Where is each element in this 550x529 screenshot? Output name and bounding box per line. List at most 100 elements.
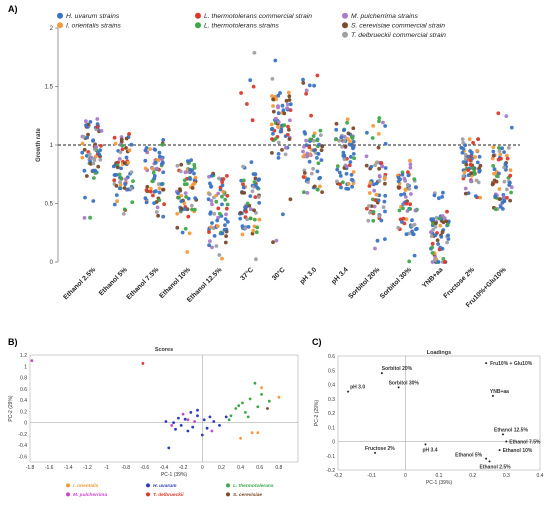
loading-point: [488, 460, 491, 463]
data-point: [407, 187, 412, 191]
x-tick-label: -0.8: [121, 465, 130, 471]
data-point: [334, 121, 339, 126]
data-point: [288, 102, 293, 107]
data-point: [179, 199, 184, 204]
x-tick-label: -1.6: [45, 465, 54, 471]
data-point: [119, 137, 124, 142]
data-point: [342, 135, 347, 139]
data-point: [252, 180, 257, 184]
data-point: [117, 172, 122, 177]
data-point: [155, 210, 159, 214]
data-point: [463, 157, 468, 161]
data-point: [271, 97, 275, 102]
score-point: [189, 411, 193, 414]
data-point: [254, 211, 258, 215]
data-point: [188, 167, 193, 172]
data-point: [287, 127, 291, 132]
data-point: [477, 154, 482, 159]
loading-point: [347, 390, 350, 393]
data-point: [412, 222, 417, 227]
data-point: [312, 83, 316, 88]
x-tick-label: -1.8: [26, 465, 35, 471]
data-point: [431, 227, 435, 232]
data-point: [461, 147, 466, 151]
data-point: [400, 220, 404, 224]
data-point: [475, 160, 480, 165]
data-point: [152, 176, 157, 181]
score-point: [212, 420, 216, 423]
data-point: [403, 195, 408, 199]
data-point: [497, 171, 501, 176]
data-point: [302, 130, 307, 134]
data-point: [478, 195, 483, 200]
data-point: [131, 179, 135, 184]
data-point: [185, 250, 190, 254]
data-point: [469, 150, 474, 155]
data-point: [352, 156, 356, 161]
data-point: [350, 184, 354, 189]
data-point: [288, 197, 293, 202]
data-point: [117, 157, 122, 161]
data-point: [223, 240, 228, 245]
y-tick-label: 0.8: [20, 376, 27, 382]
legend-label: T. delbrueckii commercial strain: [351, 32, 446, 39]
data-point: [440, 214, 445, 218]
data-point: [343, 144, 348, 149]
score-point: [183, 417, 187, 421]
data-point: [175, 211, 180, 216]
score-point: [250, 431, 254, 435]
data-point: [369, 164, 374, 169]
data-point: [124, 136, 129, 141]
y-tick-label: 0.5: [328, 368, 335, 374]
chart-title: Loadings: [427, 350, 451, 356]
data-point: [438, 223, 443, 228]
data-point: [413, 227, 418, 232]
data-point: [271, 131, 275, 136]
category-label: Ethanol 7.5%: [125, 266, 160, 301]
data-point: [143, 196, 148, 201]
data-point: [339, 185, 343, 190]
data-point: [130, 200, 135, 205]
data-point: [443, 260, 447, 264]
data-point: [407, 259, 412, 264]
data-point: [315, 73, 320, 78]
data-point: [283, 152, 288, 157]
data-point: [502, 179, 507, 184]
panel-c-chart: Loadings -0.2 -0.1 0 0.1 0.2 0.3 0.4 -0.2 -0.1 0 0.…: [314, 350, 544, 486]
data-point: [341, 180, 345, 185]
loading-label: pH 3.0: [350, 385, 365, 391]
panel-c-points: Fru10% + Glu10% Sorbitol 20% Sorbitol 30% p…: [347, 361, 541, 470]
data-point: [307, 83, 312, 88]
data-point: [210, 221, 214, 225]
data-point: [192, 171, 196, 176]
data-point: [222, 228, 227, 232]
data-point: [318, 128, 323, 133]
data-point: [463, 191, 468, 196]
data-point: [344, 164, 349, 169]
panel-a-points: [80, 50, 514, 264]
data-point: [285, 132, 290, 137]
data-point: [192, 181, 197, 186]
panel-a-legend: H. uvarum strains I. orientalis strains L.…: [57, 12, 446, 39]
y-axis-title: PC-2 (29%): [8, 395, 14, 421]
data-point: [504, 114, 509, 118]
data-point: [276, 111, 281, 116]
data-point: [404, 201, 409, 206]
data-point: [383, 181, 387, 186]
data-point: [210, 202, 214, 207]
data-point: [445, 240, 449, 245]
data-point: [97, 152, 102, 157]
y-tick-label: -0.2: [18, 432, 27, 438]
data-point: [80, 141, 85, 146]
data-point: [224, 234, 229, 239]
data-point: [376, 132, 381, 136]
data-point: [368, 181, 373, 185]
score-point: [167, 446, 171, 450]
data-point: [399, 192, 403, 197]
data-point: [115, 165, 120, 170]
data-point: [286, 90, 291, 95]
data-point: [281, 212, 285, 217]
data-point: [471, 140, 475, 145]
data-point: [281, 108, 286, 113]
data-point: [95, 125, 100, 129]
